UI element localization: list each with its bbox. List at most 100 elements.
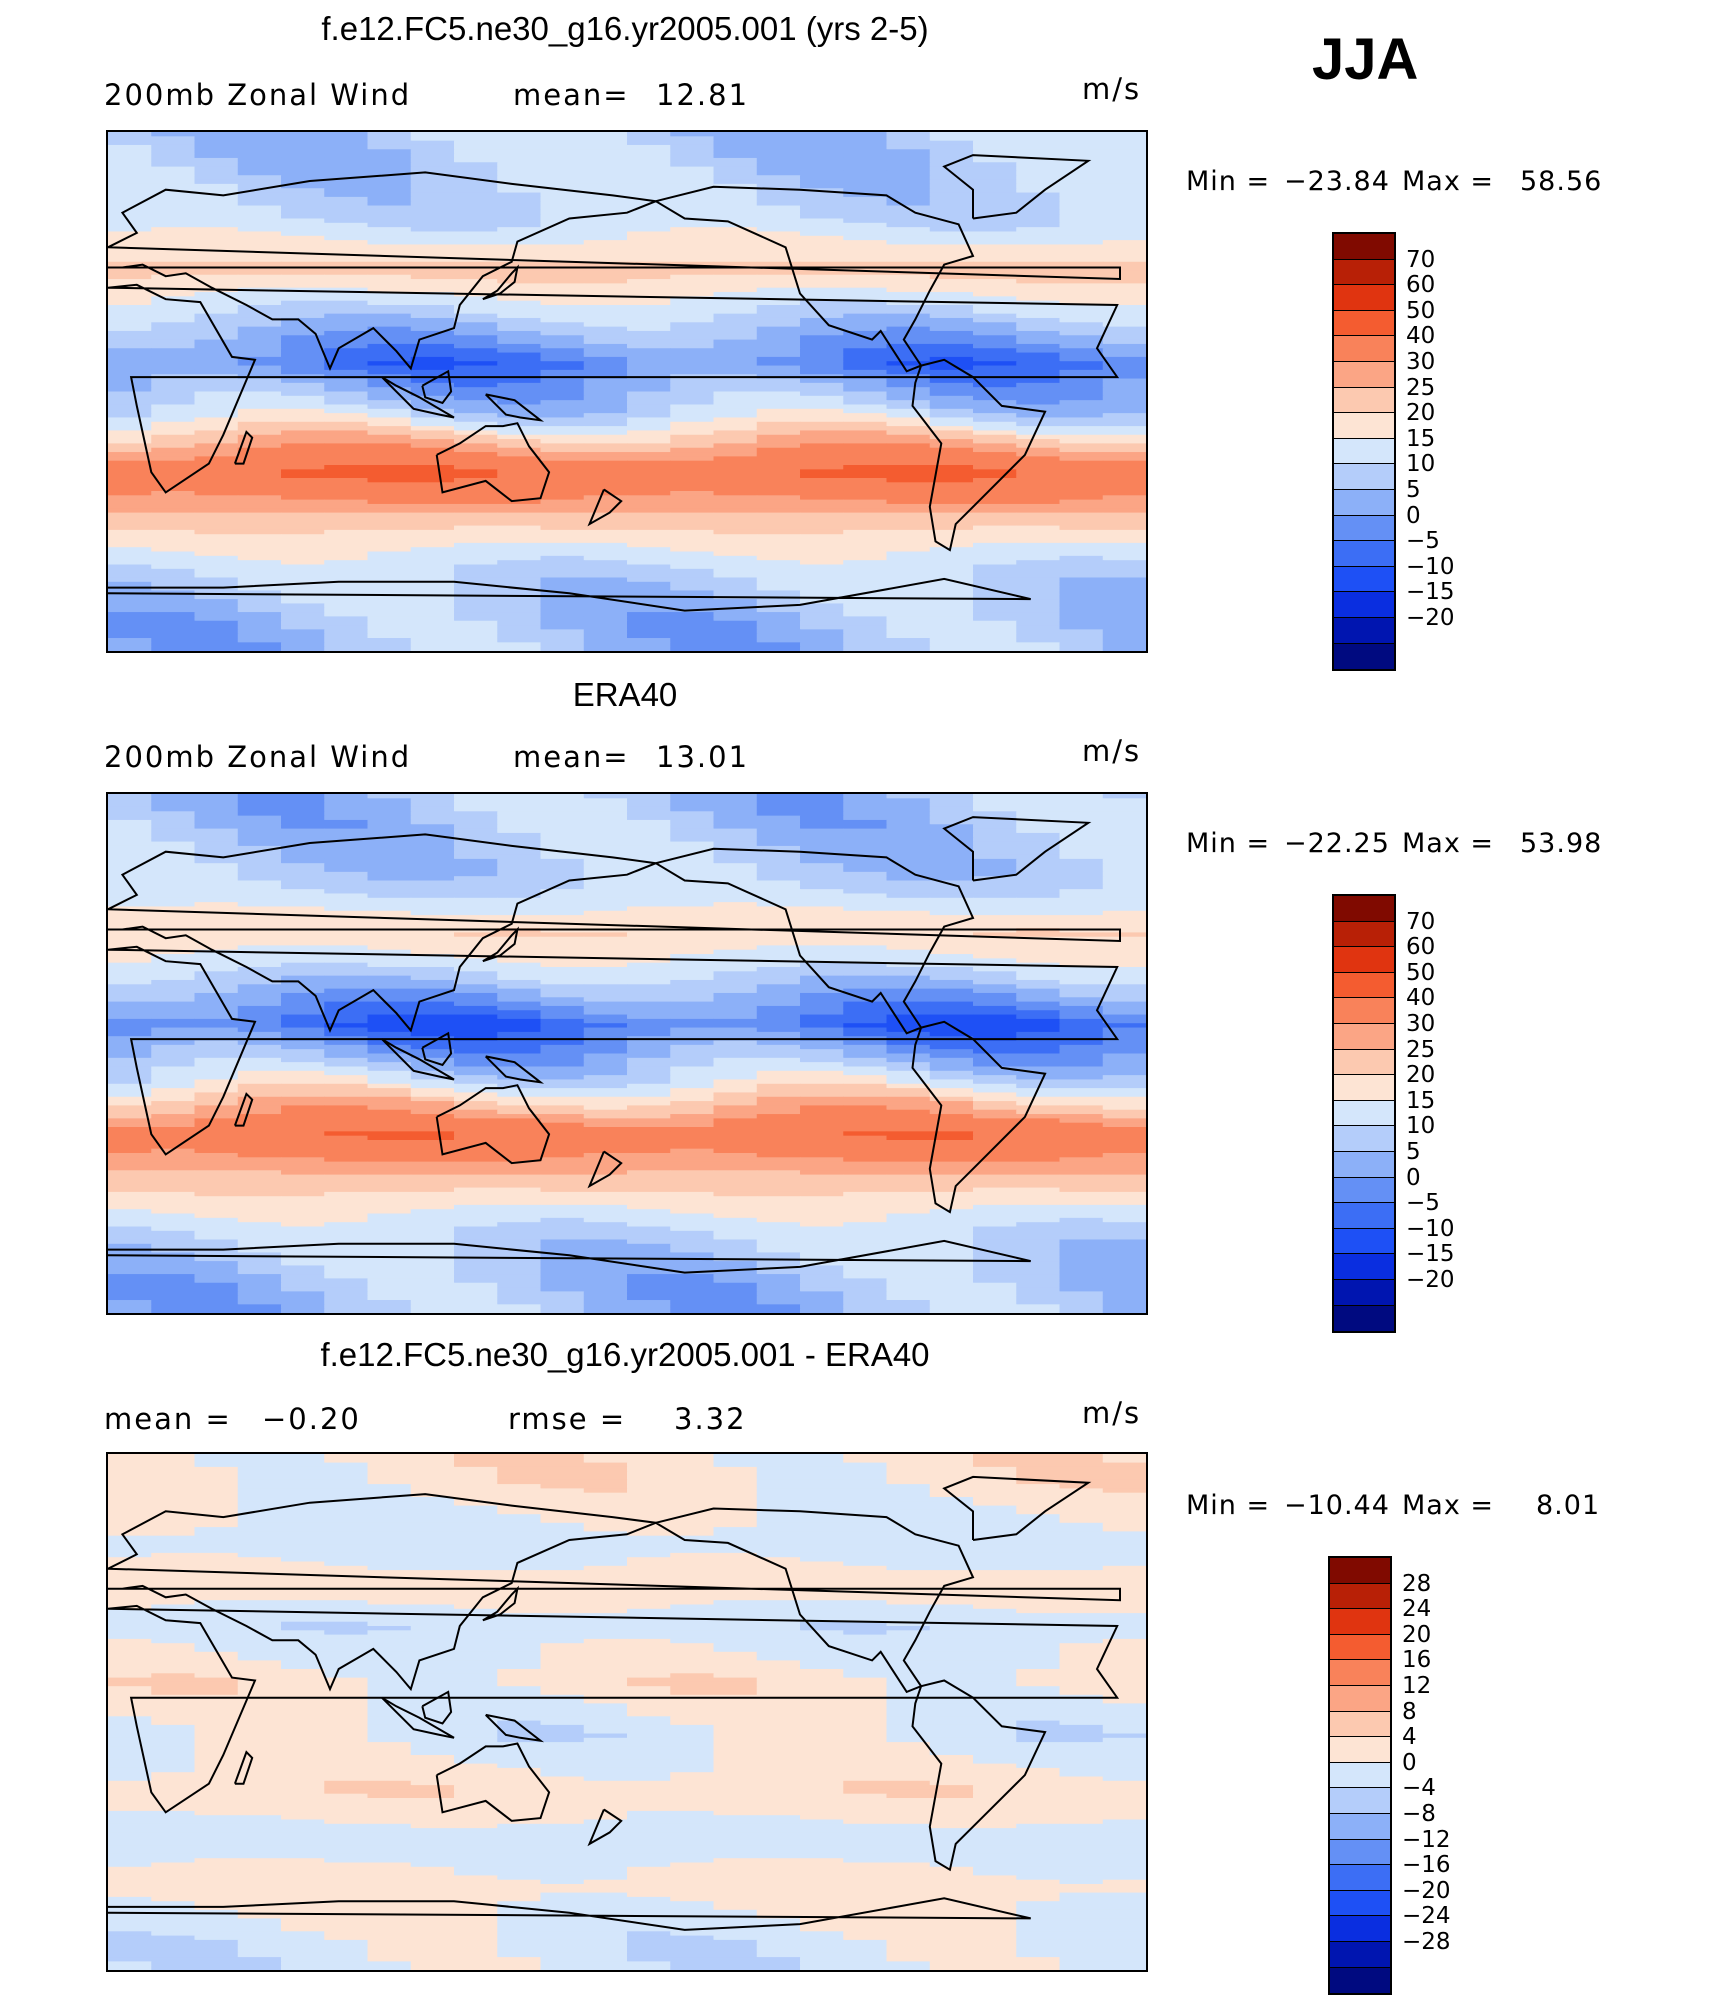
field-cell [627,439,671,444]
panel-2-units: m/s [1082,734,1141,768]
field-cell [627,1054,671,1059]
field-cell [108,863,152,868]
field-cell [627,547,671,552]
field-cell [324,881,368,886]
field-cell [368,257,412,262]
field-cell [1016,1023,1060,1028]
field-cell [800,517,844,522]
field-cell [281,214,325,219]
field-cell [714,353,758,358]
field-cell [757,149,801,154]
field-cell [368,1110,412,1115]
field-cell [843,1140,887,1145]
field-cell [238,898,282,903]
field-cell [714,275,758,280]
field-cell [411,807,455,812]
field-cell [584,469,628,474]
field-cell [800,387,844,392]
field-cell [324,426,368,431]
field-cell [108,1062,152,1067]
field-cell [670,158,714,163]
field-cell [454,223,498,228]
panel-1-min-value: −23.84 [1284,166,1390,197]
field-cell [108,500,152,505]
field-cell [887,898,931,903]
field-cell [627,162,671,167]
field-cell [843,340,887,345]
field-cell [541,958,585,963]
field-cell [1060,893,1104,898]
field-cell [1103,616,1146,621]
field-cell [151,439,195,444]
field-cell [800,1058,844,1063]
field-cell [1060,396,1104,401]
field-cell [627,539,671,544]
field-cell [670,625,714,630]
field-cell [714,521,758,526]
field-cell [757,517,801,522]
field-cell [454,625,498,630]
field-cell [757,1079,801,1084]
field-cell [800,941,844,946]
field-cell [584,859,628,864]
field-cell [714,971,758,976]
field-cell [238,1144,282,1149]
field-cell [1060,859,1104,864]
field-cell [1016,1028,1060,1033]
field-cell [843,1058,887,1063]
field-cell [238,1110,282,1115]
field-cell [497,1015,541,1020]
field-cell [627,963,671,968]
field-cell [324,322,368,327]
field-cell [973,642,1017,647]
field-cell [324,863,368,868]
field-cell [151,893,195,898]
field-cell [411,573,455,578]
field-cell [627,1127,671,1132]
field-cell [411,547,455,552]
field-cell [368,997,412,1002]
field-cell [843,950,887,955]
field-cell [454,1157,498,1162]
field-cell [368,404,412,409]
field-cell [887,1045,931,1050]
field-cell [454,340,498,345]
field-cell [887,885,931,890]
field-cell [670,171,714,176]
field-cell [368,443,412,448]
field-cell [541,461,585,466]
field-cell [195,262,239,267]
field-cell [238,1032,282,1037]
field-cell [195,924,239,929]
field-cell [670,629,714,634]
field-cell [757,400,801,405]
field-cell [281,811,325,816]
field-cell [541,1105,585,1110]
field-cell [368,335,412,340]
field-cell [670,997,714,1002]
field-cell [584,902,628,907]
field-cell [1016,569,1060,574]
field-cell [627,820,671,825]
field-cell [411,846,455,851]
field-cell [1103,136,1146,141]
field-cell [108,158,152,163]
field-cell [195,638,239,643]
field-cell [195,387,239,392]
field-cell [1060,491,1104,496]
field-cell [151,422,195,427]
field-cell [627,642,671,647]
field-cell [238,906,282,911]
field-cell [1060,625,1104,630]
field-cell [757,417,801,422]
field-cell [714,855,758,860]
field-cell [281,309,325,314]
field-cell [411,1140,455,1145]
field-cell [541,1162,585,1167]
field-cell [324,1054,368,1059]
field-cell [1016,439,1060,444]
field-cell [108,1045,152,1050]
field-cell [108,400,152,405]
field-cell [454,314,498,319]
field-cell [800,257,844,262]
